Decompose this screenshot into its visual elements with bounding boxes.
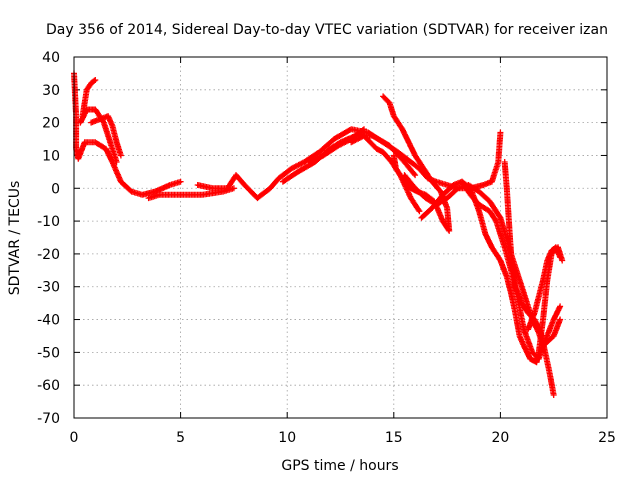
x-tick-label: 0 [70,430,79,446]
series-markers [88,113,124,159]
series-track-15 [525,244,564,333]
y-tick-label: 20 [42,116,60,132]
series-markers [305,126,367,165]
plot-frame [73,56,608,419]
y-tick-label: -10 [37,214,60,230]
x-axis-label: GPS time / hours [281,458,398,474]
series-track-13 [459,178,566,366]
series-markers [380,93,453,234]
chart-title: Day 356 of 2014, Sidereal Day-to-day VTE… [46,22,608,38]
y-tick-label: -70 [37,411,60,427]
series-track-4 [88,113,124,159]
x-tick-label: 25 [598,430,616,446]
y-tick-label: 30 [42,83,60,99]
y-tick-label: -30 [37,280,60,296]
y-tick-label: -60 [37,378,60,394]
series-track-10 [380,93,453,234]
y-axis-label: SDTVAR / TECUs [7,181,23,296]
y-tick-label: 40 [42,50,60,66]
y-tick-label: -50 [37,345,60,361]
data-series [71,70,566,398]
x-tick-label: 15 [385,430,403,446]
y-tick-label: -40 [37,313,60,329]
x-tick-label: 20 [491,430,509,446]
series-markers [79,77,99,120]
series-track-11 [401,172,564,349]
x-tick-label: 10 [278,430,296,446]
axes: 0 5 10 15 20 25 40 30 20 10 0 -10 -20 -30 -40 -50 -60 -70 [37,50,616,446]
series-markers [459,178,566,366]
y-tick-label: -20 [37,247,60,263]
series-markers [401,172,564,349]
y-tick-label: 10 [42,148,60,164]
series-track-3 [79,77,99,120]
grid-lines [74,57,607,418]
series-track-8 [305,126,367,165]
x-tick-label: 5 [176,430,185,446]
series-markers [525,244,564,333]
y-tick-label: 0 [51,181,60,197]
